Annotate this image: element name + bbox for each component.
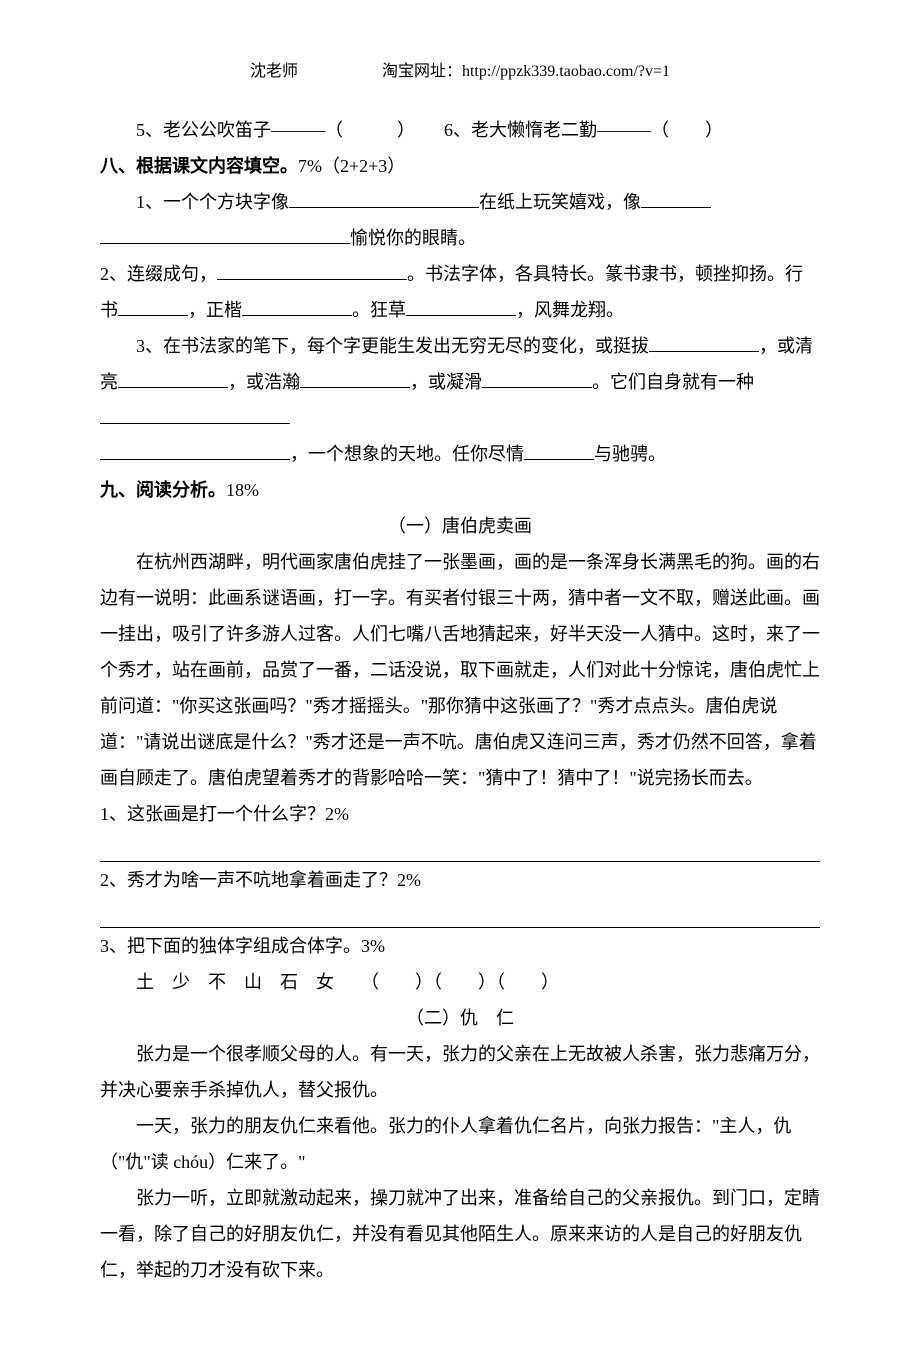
q6-text: 6、老大懒惰老二勤———（ ）: [444, 120, 723, 140]
passage2-title: （二）仇 仁: [100, 1000, 820, 1036]
sec8-q3-e: 。它们自身就有一种: [592, 372, 754, 392]
sec8-title: 八、根据课文内容填空。: [100, 156, 298, 176]
sec8-q3-line2: ，一个想象的天地。任你尽情 与驰骋。: [100, 436, 820, 472]
answer-line: [100, 832, 820, 862]
passage1-q2: 2、秀才为啥一声不吭地拿着画走了？2%: [100, 862, 820, 898]
passage2-p2: 一天，张力的朋友仇仁来看他。张力的仆人拿着仇仁名片，向张力报告："主人，仇（"仇…: [100, 1108, 820, 1180]
sec8-q3-g: 与驰骋。: [594, 444, 666, 464]
sec8-q2-e: ，风舞龙翔。: [516, 300, 624, 320]
shop-url: 淘宝网址：http://ppzk339.taobao.com/?v=1: [382, 63, 670, 80]
sec8-q1: 1、一个个方块字像 在纸上玩笑嬉戏，像: [100, 184, 820, 220]
sec8-q2: 2、连缀成句，。书法字体，各具特长。篆书隶书，顿挫抑扬。行书，正楷。狂草，风舞龙…: [100, 256, 820, 328]
blank: [100, 441, 290, 460]
teacher-name: 沈老师: [250, 56, 298, 88]
blank: [100, 405, 290, 424]
page-header: 沈老师 淘宝网址：http://ppzk339.taobao.com/?v=1: [100, 56, 820, 88]
passage1-q3-chars: 土 少 不 山 石 女 （ ）（ ）（ ）: [100, 964, 820, 1000]
sec8-q1-line2: 愉悦你的眼睛。: [100, 220, 820, 256]
blank: [100, 225, 350, 244]
blank: [118, 297, 188, 316]
blank: [217, 261, 407, 280]
blank: [242, 297, 352, 316]
blank: [300, 369, 410, 388]
passage1-title: （一）唐伯虎卖画: [100, 508, 820, 544]
blank: [524, 441, 594, 460]
passage2-p3: 张力一听，立即就激动起来，操刀就冲了出来，准备给自己的父亲报仇。到门口，定睛一看…: [100, 1180, 820, 1288]
sec8-q2-d: 。狂草: [352, 300, 406, 320]
sec8-q2-c: ，正楷: [188, 300, 242, 320]
passage1-body: 在杭州西湖畔，明代画家唐伯虎挂了一张墨画，画的是一条浑身长满黑毛的狗。画的右边有…: [100, 544, 820, 796]
sec8-q3-a: 3、在书法家的笔下，每个字更能生发出无穷无尽的变化，或挺拔: [136, 336, 649, 356]
blank: [482, 369, 592, 388]
passage2-p1: 张力是一个很孝顺父母的人。有一天，张力的父亲在上无故被人杀害，张力悲痛万分，并决…: [100, 1036, 820, 1108]
answer-line: [100, 898, 820, 928]
sec8-q3-d: ，或凝滑: [410, 372, 482, 392]
sec8-q1-c: 愉悦你的眼睛。: [350, 228, 476, 248]
sec8-q1-b: 在纸上玩笑嬉戏，像: [479, 192, 641, 212]
sec8-q1-a: 1、一个个方块字像: [136, 192, 289, 212]
blank: [289, 189, 479, 208]
section-9: 九、阅读分析。18%: [100, 472, 820, 508]
blank: [649, 333, 759, 352]
sec8-q3-f: ，一个想象的天地。任你尽情: [290, 444, 524, 464]
section-8: 八、根据课文内容填空。7%（2+2+3）: [100, 148, 820, 184]
sec8-q2-a: 2、连缀成句，: [100, 264, 217, 284]
question-5-6-row: 5、老公公吹笛子———（ ） 6、老大懒惰老二勤———（ ）: [100, 112, 820, 148]
passage1-q3: 3、把下面的独体字组成合体字。3%: [100, 928, 820, 964]
sec8-q3: 3、在书法家的笔下，每个字更能生发出无穷无尽的变化，或挺拔，或清亮，或浩瀚，或凝…: [100, 328, 820, 436]
sec8-score: 7%（2+2+3）: [298, 156, 405, 176]
blank: [118, 369, 228, 388]
q5-text: 5、老公公吹笛子———（ ）: [136, 120, 415, 140]
blank: [641, 189, 711, 208]
sec9-title: 九、阅读分析。: [100, 480, 226, 500]
passage1-q1: 1、这张画是打一个什么字？2%: [100, 796, 820, 832]
sec8-q3-c: ，或浩瀚: [228, 372, 300, 392]
blank: [406, 297, 516, 316]
sec9-score: 18%: [226, 480, 259, 500]
